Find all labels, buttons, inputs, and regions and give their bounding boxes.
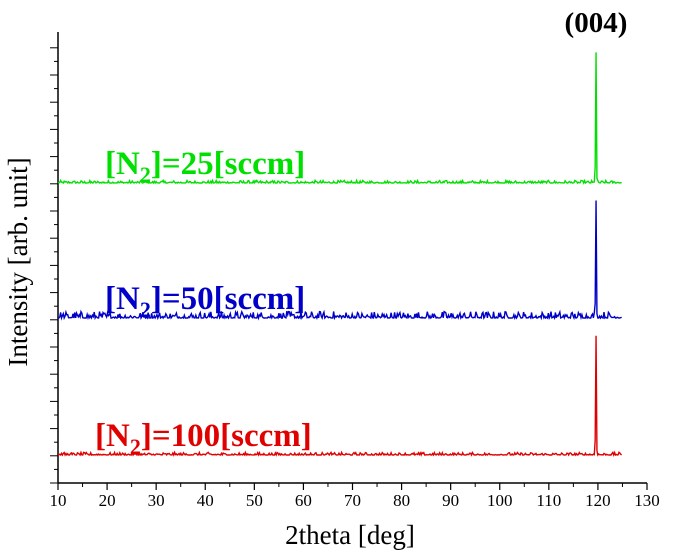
axes: 10 20 30 40 50 60 70 80 90 100 110 120 130	[50, 32, 660, 510]
y-axis-title: Intensity [arb. unit]	[3, 157, 33, 366]
peak-annotation: (004)	[565, 7, 628, 39]
x-tick-label: 10	[50, 491, 67, 510]
x-tick-label: 130	[634, 491, 660, 510]
series-label-3: [N2]=100[sccm]	[95, 418, 312, 459]
series-label-2: [N2]=50[sccm]	[105, 281, 305, 322]
x-tick-label: 90	[442, 491, 459, 510]
series-label-1: [N2]=25[sccm]	[105, 146, 305, 187]
series-line-1	[57, 52, 622, 185]
series-layer	[57, 52, 623, 458]
x-tick-label: 110	[536, 491, 561, 510]
x-tick-label: 50	[246, 491, 263, 510]
x-tick-label: 30	[148, 491, 165, 510]
x-tick-label: 70	[344, 491, 361, 510]
x-axis-title: 2theta [deg]	[285, 520, 415, 550]
x-tick-label: 80	[393, 491, 410, 510]
x-tick-label: 100	[487, 491, 513, 510]
x-tick-label: 40	[197, 491, 214, 510]
series-line-2	[57, 200, 622, 321]
series-line-3	[57, 335, 623, 458]
labels-layer: [N2]=25[sccm] [N2]=50[sccm] [N2]=100[sccm]…	[95, 7, 627, 459]
x-tick-label: 120	[585, 491, 611, 510]
x-tick-label: 20	[99, 491, 116, 510]
x-tick-label: 60	[295, 491, 312, 510]
